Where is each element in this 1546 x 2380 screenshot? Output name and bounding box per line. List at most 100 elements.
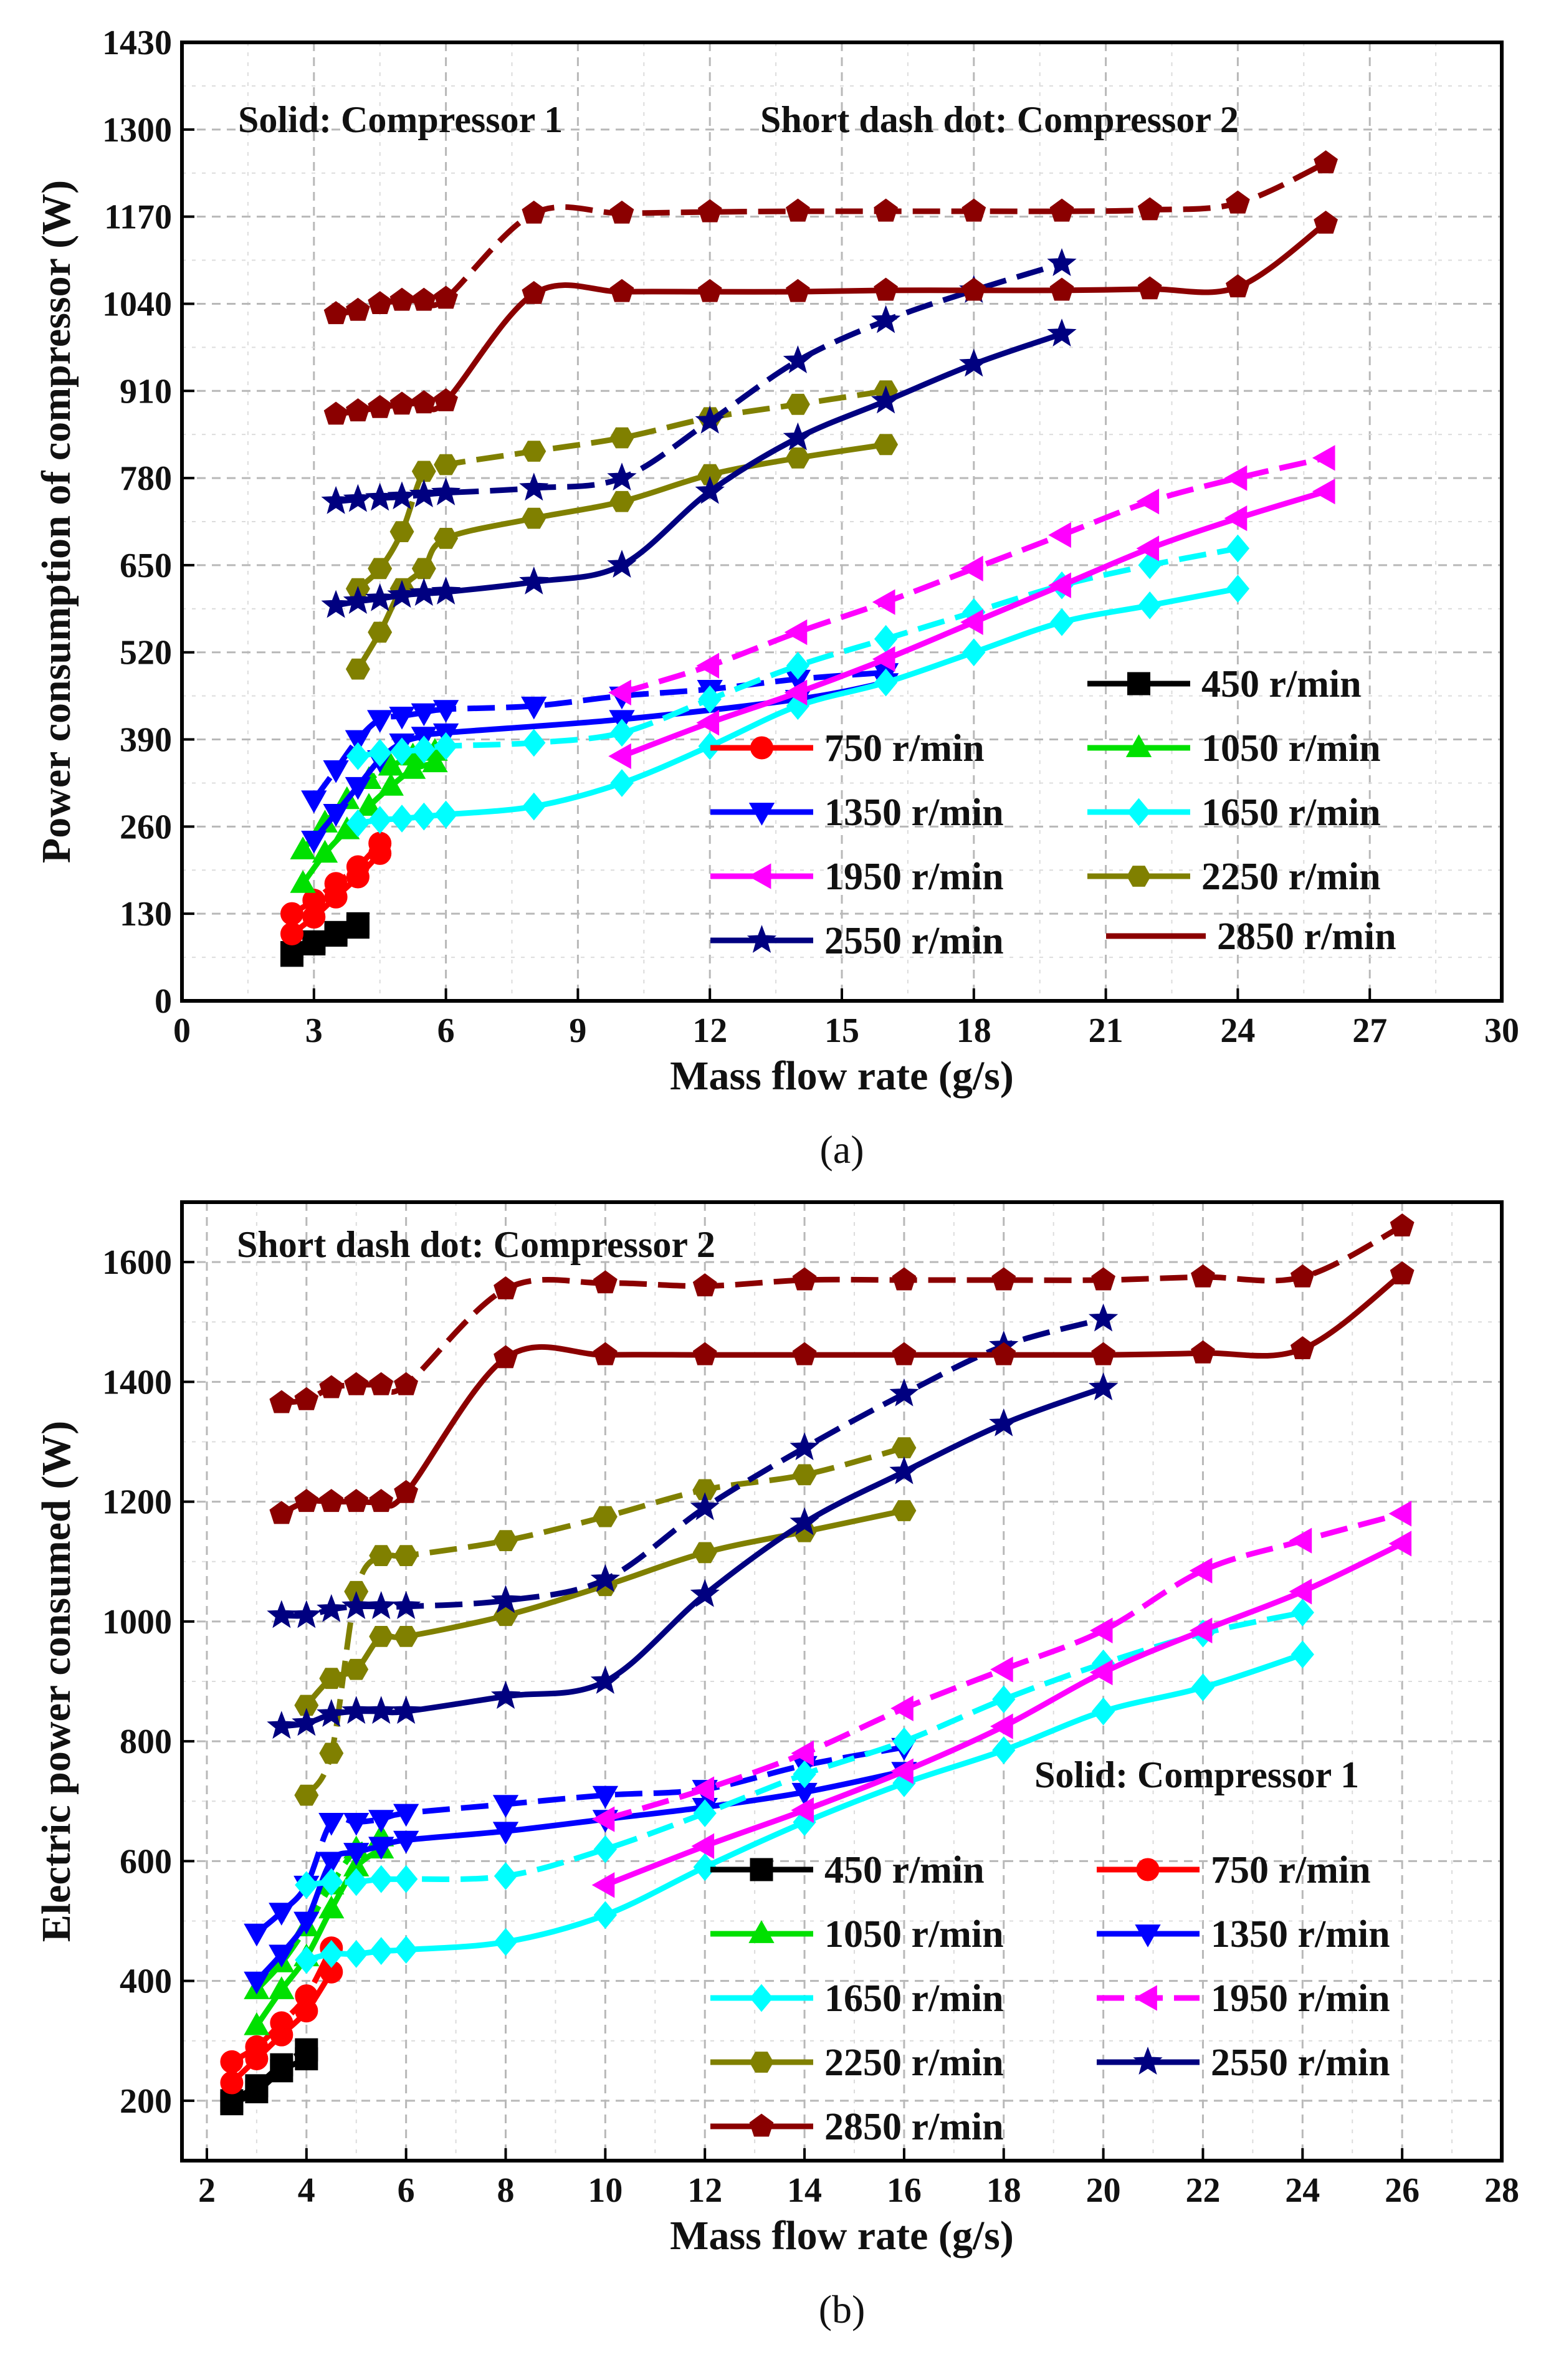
data-point-1650-c1-5 <box>494 1928 518 1956</box>
data-point-1650-c2-6 <box>593 1835 618 1863</box>
legend-label-750: 750 r/min <box>1211 1849 1371 1891</box>
data-point-1650-c1-2 <box>345 1940 368 1968</box>
data-point-750-c2-2 <box>270 2011 293 2035</box>
data-point-1350-c1-5 <box>368 1837 394 1860</box>
data-point-2550-c2-4 <box>366 1590 396 1619</box>
data-point-1650-c2-3 <box>412 735 436 764</box>
data-point-2850-c1-3 <box>389 391 414 415</box>
data-point-1950-c1-8 <box>1388 1531 1412 1557</box>
x-tick-label: 22 <box>1185 2171 1220 2210</box>
y-tick-label: 1430 <box>102 24 172 62</box>
panel-a: 0 3 6 9 12 15 18 21 24 27 30 0 130 260 390 520 650 780 910… <box>34 24 1519 1172</box>
y-tick-label: 910 <box>120 372 172 411</box>
data-point-2850-c1-6 <box>494 1345 518 1369</box>
data-point-1950-c1-3 <box>872 646 895 672</box>
legend-label-1950: 1950 r/min <box>824 856 1004 898</box>
data-point-2850-c1-8 <box>692 1342 717 1365</box>
data-point-1950-c2-2 <box>791 1740 814 1767</box>
data-point-1350-c2-1 <box>323 760 349 783</box>
data-point-2850-c1-1 <box>294 1489 319 1513</box>
legend-marker-1350 <box>1135 1924 1161 1947</box>
legend-marker-2250 <box>749 2052 774 2073</box>
data-point-2850-c1-14 <box>1226 274 1250 298</box>
data-point-2550-c2-0 <box>321 485 351 514</box>
data-point-2550-c1-4 <box>366 1696 396 1724</box>
data-point-2250-c2-9 <box>892 1437 917 1458</box>
data-point-1350-c2-5 <box>368 1810 394 1833</box>
y-tick-label: 650 <box>120 547 172 585</box>
legend-marker-750 <box>1136 1858 1160 1881</box>
data-point-750-c2-3 <box>346 855 370 879</box>
data-point-2550-c1-4 <box>409 578 439 606</box>
legend-marker-450 <box>750 1858 773 1881</box>
data-point-1650-c2-4 <box>434 732 458 760</box>
data-point-1650-c1-5 <box>522 792 546 821</box>
data-point-2250-c2-8 <box>785 393 810 415</box>
data-point-1650-c2-2 <box>390 737 414 766</box>
data-point-2550-c2-0 <box>267 1600 297 1628</box>
data-point-1350-c2-0 <box>244 1923 270 1947</box>
data-point-2550-c1-2 <box>317 1699 346 1727</box>
data-point-1650-c1-4 <box>394 1936 418 1964</box>
data-point-1950-c2-7 <box>1224 465 1248 491</box>
data-point-2550-c2-1 <box>343 484 373 512</box>
data-point-1350-c1-2 <box>345 777 371 800</box>
data-point-2850-c1-5 <box>394 1479 419 1503</box>
data-point-1650-c2-12 <box>1138 551 1162 580</box>
data-point-2550-c1-11 <box>989 1408 1019 1436</box>
data-point-2250-c1-4 <box>394 1626 419 1647</box>
data-point-2550-c1-10 <box>889 1456 919 1484</box>
x-tick-label: 6 <box>437 1011 455 1050</box>
data-point-2850-c2-8 <box>697 199 722 222</box>
panel-label: (a) <box>819 1127 864 1172</box>
data-point-1350-c2-4 <box>389 707 415 730</box>
legend-marker-1050 <box>1125 734 1152 757</box>
data-point-1350-c2-7 <box>521 696 547 720</box>
data-point-2850-c2-0 <box>323 301 348 325</box>
data-point-2550-c1-12 <box>1088 1372 1119 1401</box>
data-point-2850-c2-4 <box>411 287 436 311</box>
data-point-2250-c2-4 <box>394 1545 419 1566</box>
legend-marker-450 <box>1127 672 1150 695</box>
series-line-2850-compressor-2 <box>335 160 1327 317</box>
data-point-1350-c1-6 <box>393 1830 419 1854</box>
data-point-1650-c1-11 <box>1050 608 1074 636</box>
y-axis-title: Power consumption of compressor (W) <box>34 180 79 863</box>
data-point-1650-c1-9 <box>874 668 898 697</box>
y-tick-label: 1400 <box>102 1363 172 1402</box>
axis-ticks: 2 4 6 8 10 12 14 16 18 20 22 24 26 282004006008001000… <box>102 1243 1519 2210</box>
data-point-2850-c1-4 <box>411 390 436 414</box>
data-point-2550-c1-3 <box>341 1696 371 1724</box>
data-point-2850-c1-12 <box>1049 277 1074 301</box>
data-point-2550-c2-9 <box>790 1432 819 1461</box>
data-point-2850-c2-6 <box>522 200 546 224</box>
y-axis-title: Electric power consumed (W) <box>34 1421 79 1942</box>
data-point-1950-c1-2 <box>784 679 808 705</box>
data-point-1950-c2-1 <box>691 1776 715 1802</box>
x-tick-label: 24 <box>1285 2171 1320 2210</box>
data-point-2550-c1-10 <box>871 385 901 414</box>
data-point-2850-c1-7 <box>609 279 634 302</box>
data-point-1350-c2-3 <box>367 710 393 734</box>
data-point-1650-c1-1 <box>368 806 392 834</box>
data-point-2550-c1-11 <box>959 348 989 377</box>
y-tick-label: 1040 <box>102 285 172 323</box>
data-point-2550-c1-7 <box>607 550 637 578</box>
data-point-450-c2-1 <box>245 2074 269 2098</box>
x-tick-label: 27 <box>1352 1011 1387 1050</box>
data-point-2250-c1-3 <box>411 558 436 580</box>
data-point-2850-c2-1 <box>346 297 370 321</box>
data-point-1350-c2-1 <box>269 1903 295 1926</box>
data-point-450-c2-2 <box>270 2053 293 2077</box>
annotation-solid: Solid: Compressor 1 <box>238 99 563 140</box>
data-point-2550-c1-9 <box>790 1507 819 1536</box>
legend-label-1350: 1350 r/min <box>824 791 1004 834</box>
data-point-1650-c2-1 <box>368 738 392 767</box>
legend-label-2550: 2550 r/min <box>824 920 1004 962</box>
data-point-1350-c2-6 <box>432 700 459 723</box>
data-point-1650-c2-3 <box>370 1865 393 1893</box>
data-point-1950-c1-8 <box>1312 478 1335 505</box>
data-point-2850-c2-11 <box>961 198 986 222</box>
data-point-1950-c2-0 <box>591 1806 615 1832</box>
data-point-1950-c2-4 <box>990 1656 1013 1683</box>
